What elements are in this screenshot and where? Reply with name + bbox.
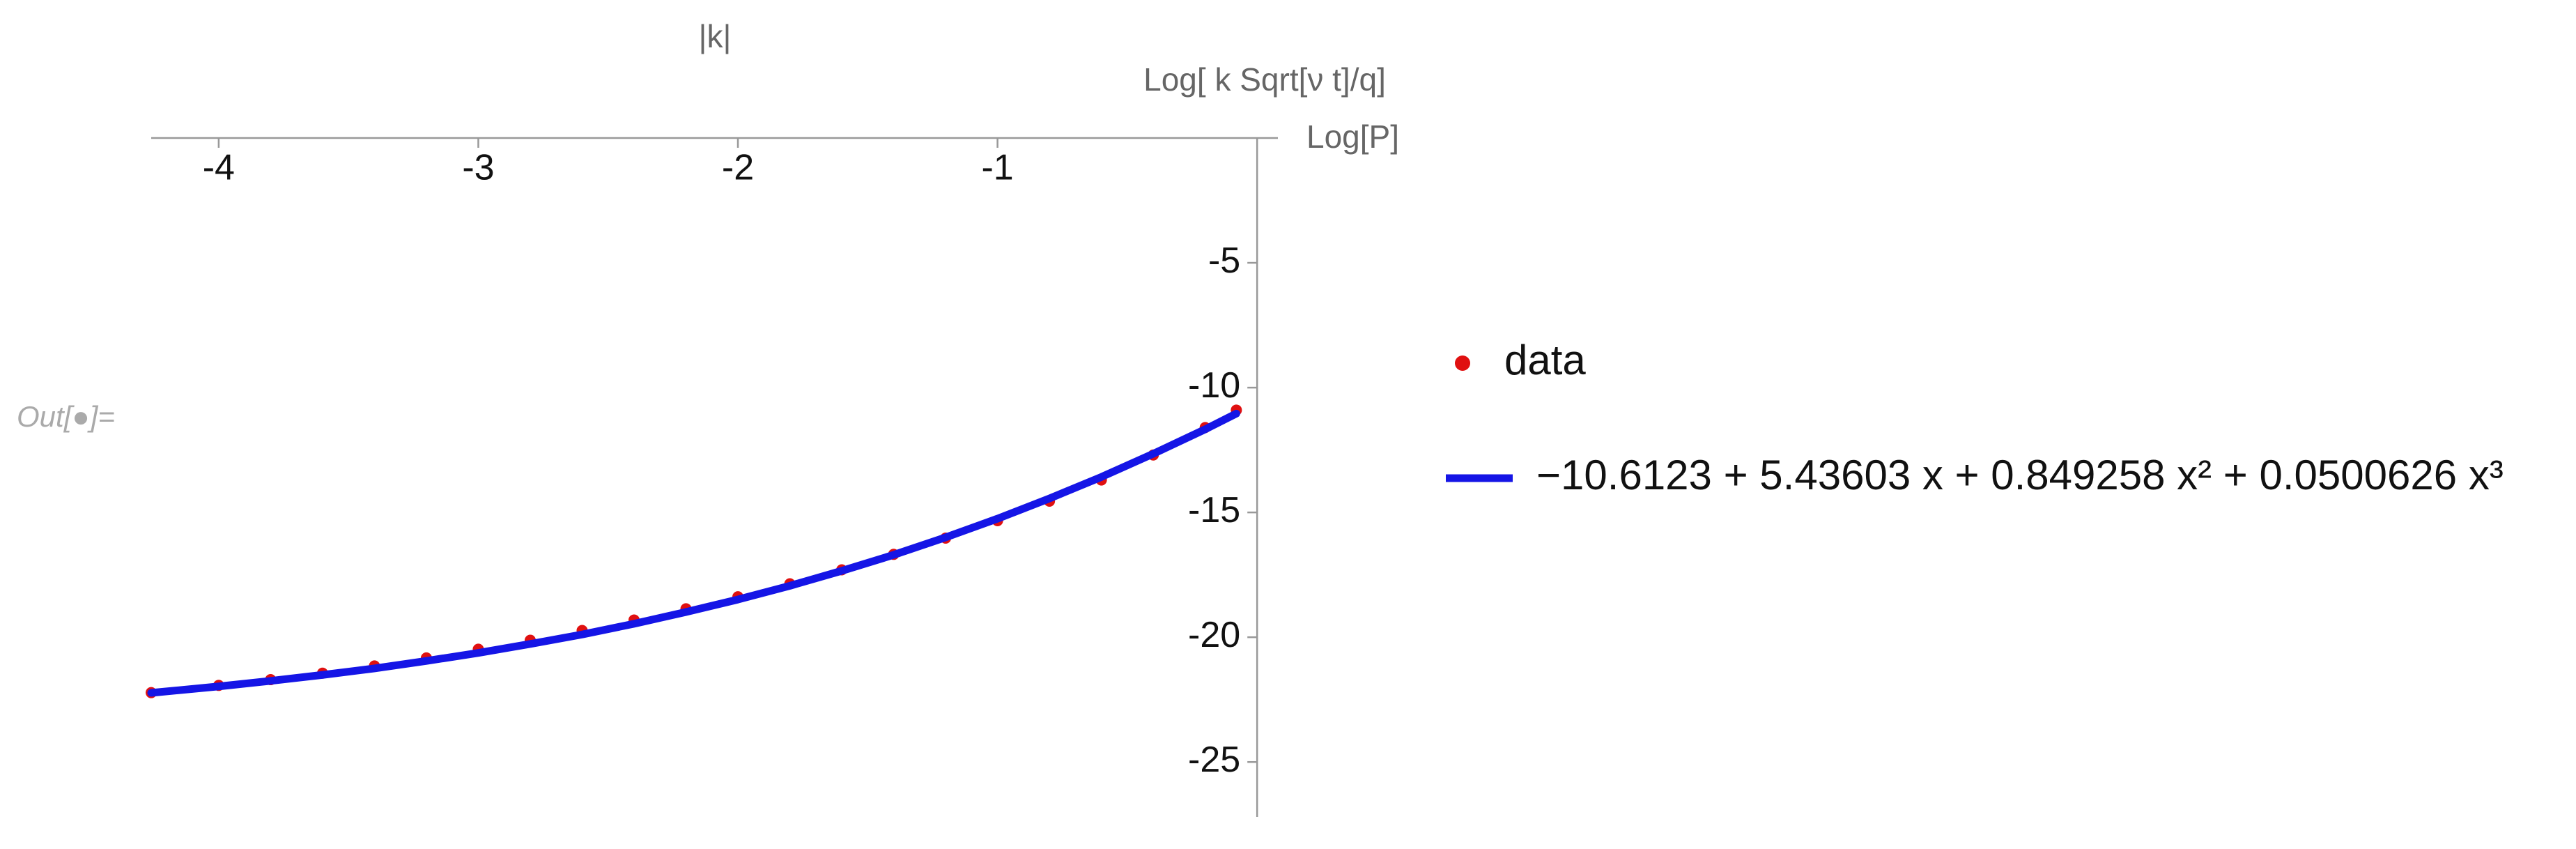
x-tick-label: -4 xyxy=(203,148,235,188)
y-tick-label: -20 xyxy=(1188,615,1240,655)
legend-label: −10.6123 + 5.43603 x + 0.849258 x² + 0.0… xyxy=(1536,452,2504,498)
fit-line xyxy=(147,409,1240,697)
cell-label: Out[●]= xyxy=(17,400,115,433)
x-tick-label: -2 xyxy=(722,148,754,188)
x-axis-label: Log[ k Sqrt[ν t]/q] xyxy=(1143,61,1386,98)
y-tick-label: -25 xyxy=(1188,740,1240,780)
y-axis-label: Log[P] xyxy=(1306,118,1399,155)
x-tick-label: -1 xyxy=(981,148,1013,188)
y-tick-label: -15 xyxy=(1188,490,1240,530)
chart-title: |k| xyxy=(699,18,732,54)
legend-swatch xyxy=(1455,355,1470,371)
y-tick-label: -10 xyxy=(1188,365,1240,406)
x-tick-label: -3 xyxy=(462,148,494,188)
y-tick-label: -5 xyxy=(1208,240,1240,281)
legend-label: data xyxy=(1504,337,1586,383)
